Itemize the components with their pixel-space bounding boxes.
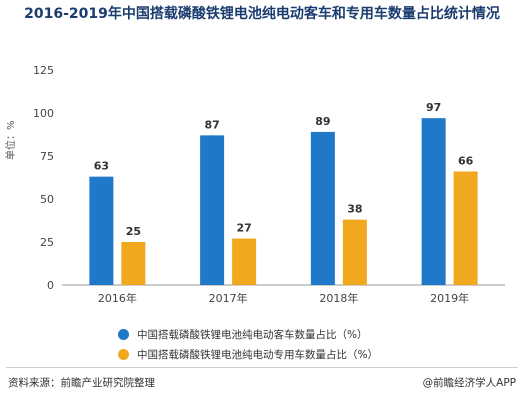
x-tick-label: 2018年 — [319, 291, 358, 305]
source-note: 资料来源：前瞻产业研究院整理 — [8, 377, 155, 389]
bar-chart: 0 25 50 75 100 125 2016年 63 25 2017年 87 27 2018年 89 38… — [33, 64, 505, 305]
footer-divider — [6, 367, 518, 368]
data-label: 66 — [458, 154, 474, 167]
y-tick-label: 25 — [40, 236, 54, 249]
y-tick-label: 50 — [40, 193, 54, 206]
y-tick-label: 0 — [47, 279, 54, 292]
bar-series-2 — [121, 242, 146, 285]
chart-title: 2016-2019年中国搭载磷酸铁锂电池纯电动客车和专用车数量占比统计情况 — [24, 6, 500, 22]
bar-series-1 — [89, 176, 114, 285]
bar-series-1 — [310, 131, 335, 285]
data-label: 97 — [426, 101, 441, 114]
y-tick-label: 100 — [33, 107, 54, 120]
bar-series-1 — [421, 118, 446, 285]
data-label: 38 — [347, 203, 362, 216]
legend-swatch-series-1 — [118, 328, 129, 340]
legend-label-series-2: 中国搭载磷酸铁锂电池纯电动专用车数量占比（%） — [137, 348, 378, 361]
data-label: 63 — [94, 160, 109, 173]
y-tick-label: 75 — [40, 150, 54, 163]
data-label: 89 — [315, 115, 330, 128]
bar-series-2 — [232, 238, 257, 285]
y-tick-label: 125 — [33, 64, 54, 77]
legend-swatch-series-2 — [118, 348, 129, 360]
legend-item-series-2: 中国搭载磷酸铁锂电池纯电动专用车数量占比（%） — [118, 344, 378, 364]
data-label: 25 — [126, 225, 141, 238]
bar-series-2 — [453, 171, 478, 285]
bar-series-1 — [200, 135, 225, 285]
x-tick-label: 2016年 — [98, 291, 137, 305]
data-label: 87 — [204, 118, 219, 131]
x-tick-label: 2019年 — [430, 291, 469, 305]
x-tick-label: 2017年 — [209, 291, 248, 305]
legend-label-series-1: 中国搭载磷酸铁锂电池纯电动客车数量占比（%） — [137, 328, 368, 341]
legend-item-series-1: 中国搭载磷酸铁锂电池纯电动客车数量占比（%） — [118, 324, 378, 344]
brand-credit: @前瞻经济学人APP — [422, 377, 516, 389]
bar-series-2 — [342, 219, 367, 285]
legend: 中国搭载磷酸铁锂电池纯电动客车数量占比（%） 中国搭载磷酸铁锂电池纯电动专用车数… — [118, 324, 378, 364]
data-label: 27 — [236, 222, 251, 235]
